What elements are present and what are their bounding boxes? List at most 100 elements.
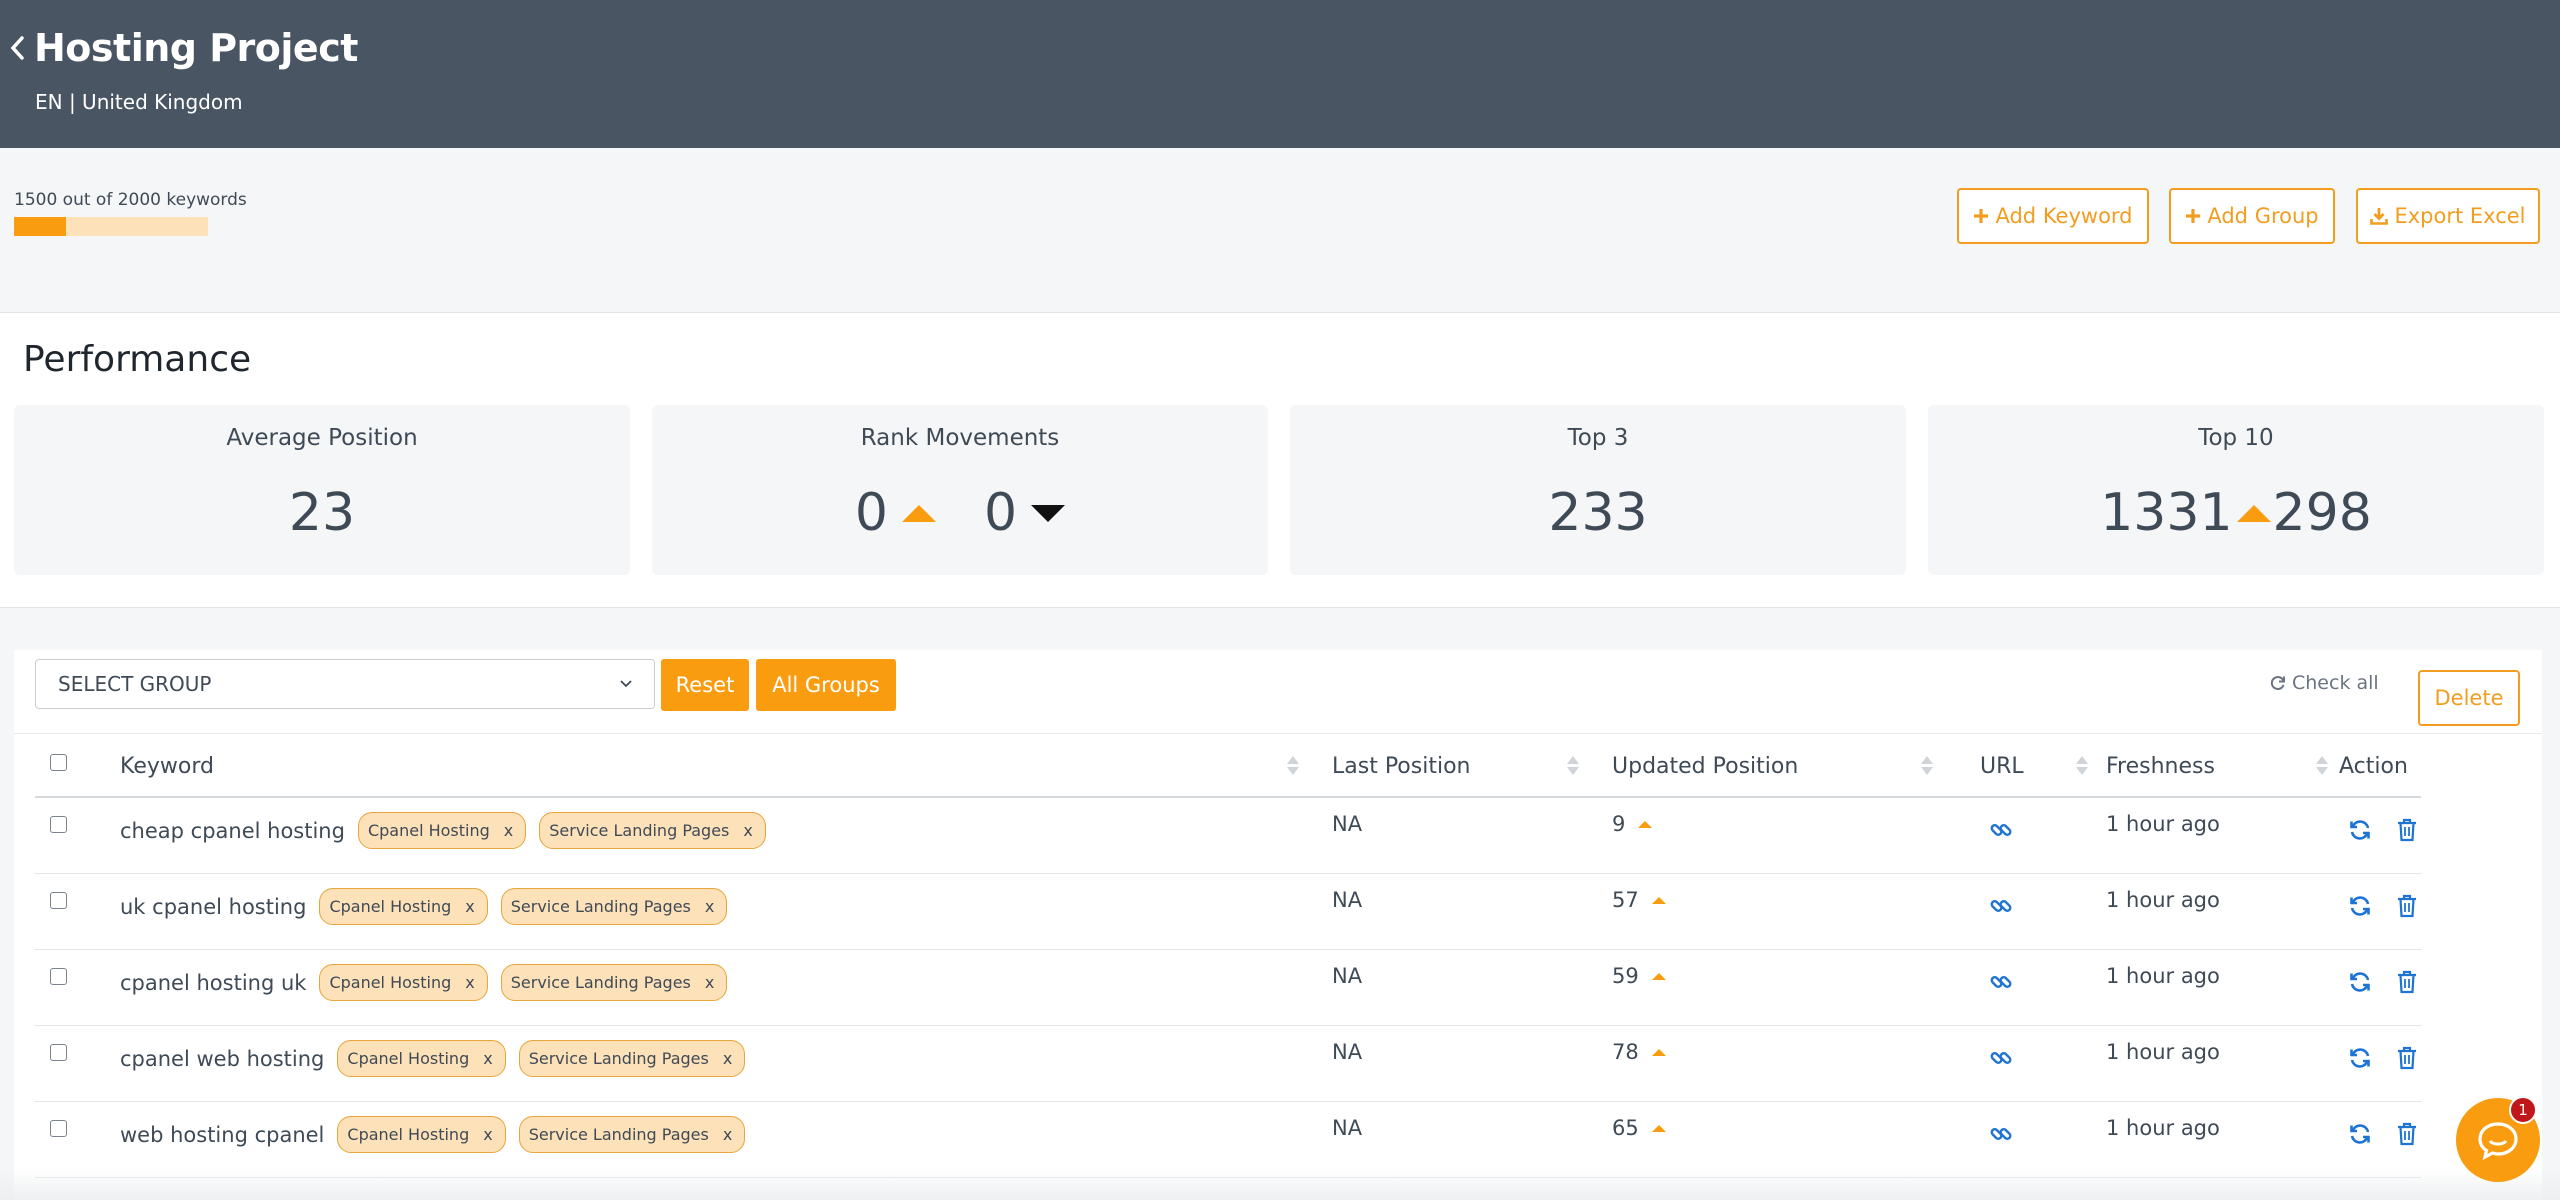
page-title: Hosting Project [34, 26, 358, 70]
top3-label: Top 3 [1567, 425, 1629, 451]
remove-tag-button[interactable]: x [722, 1049, 733, 1068]
top10-label: Top 10 [2198, 425, 2274, 451]
select-all-checkbox[interactable] [50, 754, 67, 771]
add-keyword-button[interactable]: Add Keyword [1957, 188, 2149, 244]
keyword-text: cpanel hosting uk [120, 970, 307, 995]
arrow-up-icon [1651, 972, 1666, 980]
group-tag-label: Service Landing Pages [549, 821, 730, 840]
delete-button[interactable]: Delete [2418, 670, 2520, 726]
remove-tag-button[interactable]: x [503, 821, 514, 840]
refresh-icon[interactable] [2348, 970, 2372, 994]
sort-last-position-icon[interactable] [1567, 756, 1579, 775]
check-all-label: Check all [2292, 672, 2379, 694]
group-tag-label: Service Landing Pages [528, 1049, 709, 1068]
freshness-cell: 1 hour ago [2106, 1116, 2220, 1140]
remove-tag-button[interactable]: x [465, 973, 475, 992]
column-freshness[interactable]: Freshness [2106, 754, 2215, 779]
link-icon[interactable] [1989, 1046, 2013, 1070]
last-position-cell: NA [1332, 812, 1363, 836]
remove-tag-button[interactable]: x [722, 1125, 733, 1144]
column-url[interactable]: URL [1980, 754, 2024, 779]
group-tag: Cpanel Hosting x [319, 888, 488, 925]
last-position-cell: NA [1332, 1116, 1363, 1140]
arrow-up-icon [1651, 1048, 1666, 1056]
trash-icon[interactable] [2397, 818, 2417, 842]
plus-icon [1973, 208, 1989, 224]
sort-keyword-icon[interactable] [1287, 756, 1299, 775]
column-action: Action [2339, 754, 2408, 779]
average-position-value: 23 [288, 483, 356, 543]
last-position-cell: NA [1332, 964, 1363, 988]
reset-button[interactable]: Reset [661, 659, 749, 711]
link-icon[interactable] [1989, 1122, 2013, 1146]
keyword-text: cheap cpanel hosting [120, 818, 345, 843]
table-row: cheap cpanel hosting Cpanel Hosting x Ser… [35, 798, 2421, 874]
sort-updated-position-icon[interactable] [1921, 756, 1933, 775]
divider [14, 733, 2542, 734]
select-group-dropdown[interactable]: SELECT GROUP [35, 659, 655, 709]
chevron-down-icon [620, 680, 632, 688]
column-last-position[interactable]: Last Position [1332, 754, 1471, 779]
row-checkbox[interactable] [50, 1044, 67, 1061]
updated-position-value: 9 [1612, 812, 1626, 836]
link-icon[interactable] [1989, 818, 2013, 842]
top3-value: 233 [1548, 483, 1648, 543]
group-tag-label: Cpanel Hosting [329, 973, 452, 992]
trash-icon[interactable] [2397, 1122, 2417, 1146]
add-group-label: Add Group [2207, 204, 2319, 228]
plus-icon [2185, 208, 2201, 224]
export-excel-button[interactable]: Export Excel [2356, 188, 2540, 244]
row-checkbox[interactable] [50, 892, 67, 909]
group-tag: Service Landing Pages x [518, 1040, 746, 1077]
project-header: Hosting Project EN | United Kingdom [0, 0, 2560, 148]
remove-tag-button[interactable]: x [483, 1125, 493, 1144]
refresh-icon[interactable] [2348, 894, 2372, 918]
group-tag: Cpanel Hosting x [319, 964, 488, 1001]
link-icon[interactable] [1989, 894, 2013, 918]
group-tag-label: Cpanel Hosting [329, 897, 452, 916]
group-tag: Cpanel Hosting x [337, 1116, 506, 1153]
updated-position-value: 57 [1612, 888, 1639, 912]
remove-tag-button[interactable]: x [704, 897, 715, 916]
back-link[interactable]: Hosting Project [10, 26, 358, 70]
keyword-quota-bar [14, 217, 208, 236]
arrow-down-icon [1031, 504, 1066, 522]
chevron-left-icon [10, 35, 26, 61]
add-keyword-label: Add Keyword [1995, 204, 2133, 228]
all-groups-button[interactable]: All Groups [756, 659, 896, 711]
group-tag-label: Cpanel Hosting [347, 1049, 470, 1068]
check-all-button[interactable]: Check all [2270, 672, 2379, 694]
refresh-icon[interactable] [2348, 1122, 2372, 1146]
refresh-icon [2270, 675, 2286, 691]
refresh-icon[interactable] [2348, 818, 2372, 842]
top3-card: Top 3 233 [1290, 405, 1906, 575]
rank-movements-label: Rank Movements [860, 425, 1060, 451]
remove-tag-button[interactable]: x [743, 821, 753, 840]
add-group-button[interactable]: Add Group [2169, 188, 2335, 244]
group-tag-label: Cpanel Hosting [347, 1125, 470, 1144]
trash-icon[interactable] [2397, 970, 2417, 994]
updated-position-value: 78 [1612, 1040, 1639, 1064]
performance-title: Performance [23, 339, 252, 380]
remove-tag-button[interactable]: x [465, 897, 475, 916]
group-tag-label: Service Landing Pages [510, 897, 691, 916]
group-tag: Service Landing Pages x [500, 964, 728, 1001]
table-row: cpanel hosting uk Cpanel Hosting x Servic… [35, 950, 2421, 1026]
sort-url-icon[interactable] [2076, 756, 2088, 775]
arrow-up-icon [902, 504, 936, 522]
remove-tag-button[interactable]: x [483, 1049, 493, 1068]
column-updated-position[interactable]: Updated Position [1612, 754, 1799, 779]
trash-icon[interactable] [2397, 1046, 2417, 1070]
sort-freshness-icon[interactable] [2316, 756, 2328, 775]
last-position-cell: NA [1332, 1040, 1363, 1064]
link-icon[interactable] [1989, 970, 2013, 994]
row-checkbox[interactable] [50, 1120, 67, 1137]
remove-tag-button[interactable]: x [704, 973, 715, 992]
row-checkbox[interactable] [50, 968, 67, 985]
trash-icon[interactable] [2397, 894, 2417, 918]
rank-down-value: 0 [984, 483, 1018, 543]
column-keyword[interactable]: Keyword [120, 754, 214, 779]
refresh-icon[interactable] [2348, 1046, 2372, 1070]
row-checkbox[interactable] [50, 816, 67, 833]
arrow-up-icon [1638, 820, 1653, 828]
